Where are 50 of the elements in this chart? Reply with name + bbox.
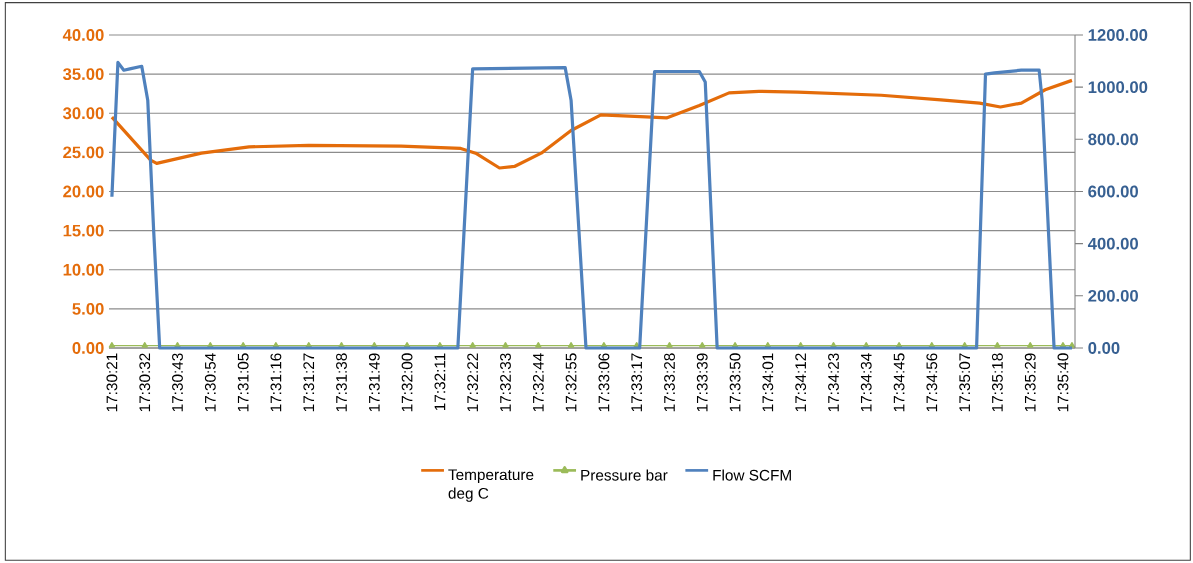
x-tick-label: 17:31:38 bbox=[336, 353, 347, 412]
x-tick-label: 17:32:55 bbox=[565, 353, 577, 412]
x-tick-label: 17:34:12 bbox=[795, 353, 807, 412]
line-series bbox=[110, 78, 1074, 170]
x-tick-label: 17:30:21 bbox=[106, 353, 118, 412]
x-tick-label: 17:32:44 bbox=[532, 353, 544, 412]
x-tick-label: 17:32:22 bbox=[467, 353, 479, 412]
y-tick-label: 40.00 bbox=[62, 29, 104, 41]
x-tick-label: 17:34:56 bbox=[926, 353, 938, 412]
x-tick-label: 17:33:39 bbox=[696, 353, 708, 412]
y2-tick-label: 1200.00 bbox=[1088, 29, 1148, 41]
y-tick-label: 30.00 bbox=[62, 107, 104, 120]
y-tick-label: 5.00 bbox=[72, 302, 104, 315]
legend-label: Temperature deg C bbox=[448, 469, 534, 502]
x-tick-label: 17:35:18 bbox=[991, 353, 1003, 412]
y2-tick-label: 0.00 bbox=[1088, 342, 1120, 354]
y2-tick-label: 400.00 bbox=[1087, 237, 1138, 250]
x-tick-label: 17:34:01 bbox=[762, 353, 774, 412]
x-tick-label: 17:33:50 bbox=[729, 353, 741, 412]
x-tick-label: 17:30:43 bbox=[172, 353, 183, 412]
x-tick-label: 17:33:28 bbox=[664, 353, 675, 412]
x-tick-label: 17:35:29 bbox=[1024, 353, 1036, 412]
y-tick-label: 10.00 bbox=[63, 263, 104, 276]
x-tick-label: 17:34:34 bbox=[860, 353, 872, 412]
y2-tick-label: 800.00 bbox=[1088, 133, 1138, 146]
x-tick-label: 17:30:54 bbox=[204, 353, 216, 412]
x-tick-label: 17:32:00 bbox=[401, 353, 413, 412]
legend-label: Flow SCFM bbox=[713, 469, 791, 481]
x-tick-label: 17:32:11 bbox=[434, 353, 446, 411]
x-tick-label: 17:31:27 bbox=[303, 353, 315, 412]
x-tick-label: 17:31:16 bbox=[270, 353, 282, 412]
x-tick-label: 17:31:49 bbox=[368, 353, 380, 412]
y2-tick-label: 200.00 bbox=[1088, 289, 1138, 302]
y2-tick-label: 600.00 bbox=[1088, 185, 1138, 198]
y-tick-label: 0.00 bbox=[72, 342, 104, 354]
y-tick-label: 15.00 bbox=[63, 224, 104, 237]
y2-tick-label: 1000.00 bbox=[1088, 81, 1148, 94]
x-tick-label: 17:35:07 bbox=[959, 353, 971, 412]
y-tick-label: 25.00 bbox=[63, 146, 104, 159]
x-tick-label: 17:33:06 bbox=[598, 353, 610, 412]
x-tick-label: 17:34:23 bbox=[828, 353, 839, 412]
y-tick-label: 35.00 bbox=[62, 68, 104, 81]
x-tick-label: 17:34:45 bbox=[893, 353, 905, 412]
x-tick-label: 17:35:40 bbox=[1057, 353, 1069, 412]
x-tick-label: 17:33:17 bbox=[631, 353, 643, 412]
x-tick-label: 17:31:05 bbox=[237, 353, 249, 412]
x-tick-label: 17:32:33 bbox=[500, 353, 511, 412]
x-tick-label: 17:30:32 bbox=[139, 353, 151, 412]
legend-label: Pressure bar bbox=[581, 469, 668, 481]
y-tick-label: 20.00 bbox=[63, 185, 104, 198]
